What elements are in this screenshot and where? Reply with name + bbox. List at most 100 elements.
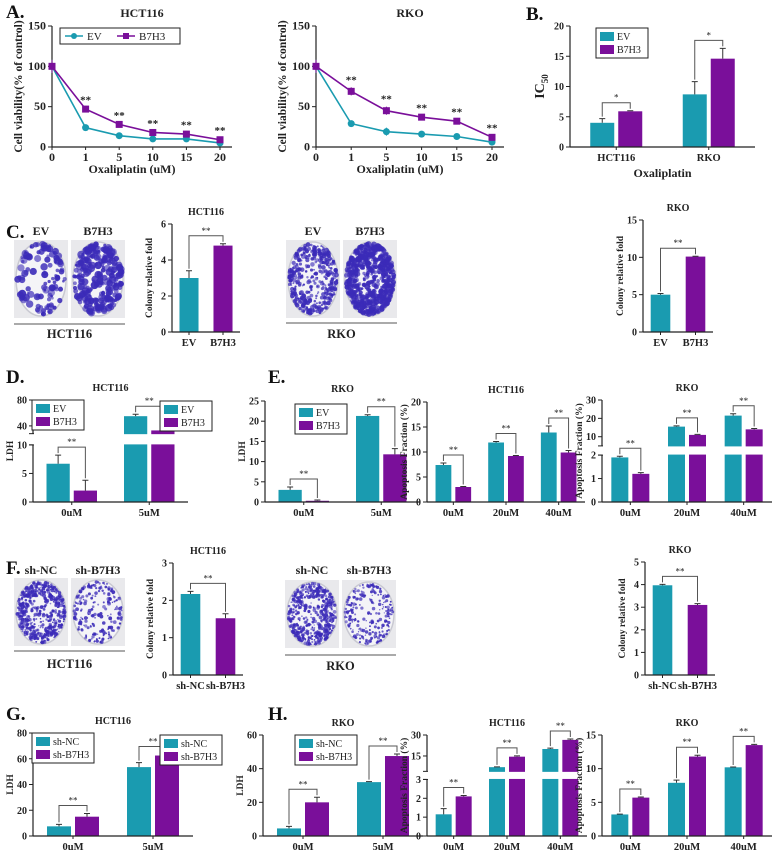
colony-dot: [24, 587, 28, 591]
significance-bracket: [662, 575, 698, 602]
colony-dot: [368, 639, 372, 643]
colony-dot: [307, 637, 310, 639]
x-tick-label: 0: [313, 150, 319, 164]
colony-dot: [374, 631, 378, 635]
colony-dot: [118, 622, 122, 625]
error-bar: [637, 472, 644, 474]
colony-dot: [290, 601, 293, 603]
colony-dot: [94, 279, 101, 287]
colony-dot: [52, 280, 57, 285]
panel-label-e: E.: [268, 367, 286, 388]
colony-dot: [353, 620, 356, 622]
colony-dot: [19, 624, 21, 626]
colony-dot: [292, 278, 297, 283]
colony-dot: [367, 302, 373, 308]
significance-label: **: [556, 721, 566, 731]
colony-dot: [377, 612, 381, 615]
colony-dot: [25, 632, 29, 635]
colony-dot: [25, 286, 31, 292]
colony-dot: [322, 282, 325, 286]
y-tick-label: 15: [411, 423, 421, 434]
colony-dot: [31, 586, 34, 589]
bar-ev: [611, 457, 629, 502]
colony-dot: [38, 625, 40, 627]
colony-dot: [310, 616, 312, 619]
y-tick-label: 10: [627, 253, 637, 264]
colony-dot: [117, 611, 120, 615]
data-point-b7h3: [48, 62, 56, 70]
colony-dot: [381, 272, 386, 277]
colony-dot: [22, 293, 30, 302]
colony-dot: [84, 624, 88, 628]
significance-label: **: [80, 94, 92, 106]
condition-label: B7H3: [83, 224, 112, 238]
colony-dot: [331, 260, 335, 264]
colony-dot: [316, 583, 321, 587]
error-bar: [627, 110, 634, 112]
colony-dot: [297, 258, 301, 263]
colony-dot: [316, 596, 318, 598]
colony-dot: [321, 265, 326, 270]
colony-dot: [43, 581, 48, 585]
colony-dot: [25, 593, 30, 598]
error-bar: [440, 462, 447, 465]
colony-dot: [352, 595, 355, 599]
colony-dot: [43, 628, 47, 631]
colony-dot: [348, 292, 351, 295]
colony-dot: [45, 246, 52, 253]
colony-dot: [22, 621, 26, 626]
colony-dot: [118, 280, 122, 284]
colony-dot: [42, 271, 47, 276]
colony-dot: [300, 274, 304, 277]
colony-dot: [92, 624, 96, 628]
colony-dot: [39, 589, 44, 593]
y-tick-label: 0: [22, 832, 27, 843]
colony-dot: [37, 612, 41, 617]
colony-dot: [40, 638, 43, 641]
significance-label: **: [67, 437, 77, 447]
colony-dot: [355, 632, 359, 637]
colony-dot: [316, 604, 320, 608]
colony-dot: [347, 623, 351, 627]
colony-dot: [111, 601, 114, 604]
colony-dot: [91, 605, 95, 609]
colony-dot: [107, 591, 111, 595]
y-tick-label: 2: [634, 625, 639, 636]
colony-dot: [297, 247, 303, 252]
cell-line-label: HCT116: [47, 657, 92, 671]
bar-sh-b7h3: [155, 755, 179, 836]
colony-dot: [41, 586, 44, 589]
bar-b7h3: [632, 473, 650, 502]
colony-dot: [309, 623, 312, 626]
y-tick-label: 15: [627, 216, 637, 227]
colony-dot: [384, 595, 388, 598]
colony-dot: [105, 299, 109, 303]
colony-dot: [354, 297, 359, 301]
colony-dot: [364, 634, 367, 636]
colony-dot: [292, 299, 297, 304]
y-tick-label: 6: [161, 220, 166, 231]
colony-dot: [352, 608, 354, 611]
colony-dot: [97, 613, 101, 616]
colony-dot: [348, 268, 353, 273]
colony-dot: [349, 615, 352, 618]
bar-ev: [540, 432, 557, 502]
y-tick-label: 20: [247, 798, 257, 809]
colony-dot: [312, 629, 315, 632]
colony-dot: [325, 272, 330, 276]
colony-dot: [108, 602, 111, 605]
colony-dot: [57, 619, 62, 623]
colony-dot: [120, 616, 123, 619]
colony-dot: [377, 626, 380, 630]
colony-dot: [353, 258, 357, 262]
colony-dot: [20, 598, 24, 601]
condition-label: sh-B7H3: [347, 563, 392, 577]
colony-dot: [62, 610, 67, 614]
error-bar: [82, 479, 89, 491]
colony-dot: [86, 626, 90, 630]
colony-dot: [310, 288, 313, 292]
colony-dot: [300, 636, 305, 641]
y-axis-label-text: Cell viability(% of control): [13, 20, 25, 153]
error-bar: [694, 433, 701, 435]
colony-dot: [375, 622, 378, 625]
